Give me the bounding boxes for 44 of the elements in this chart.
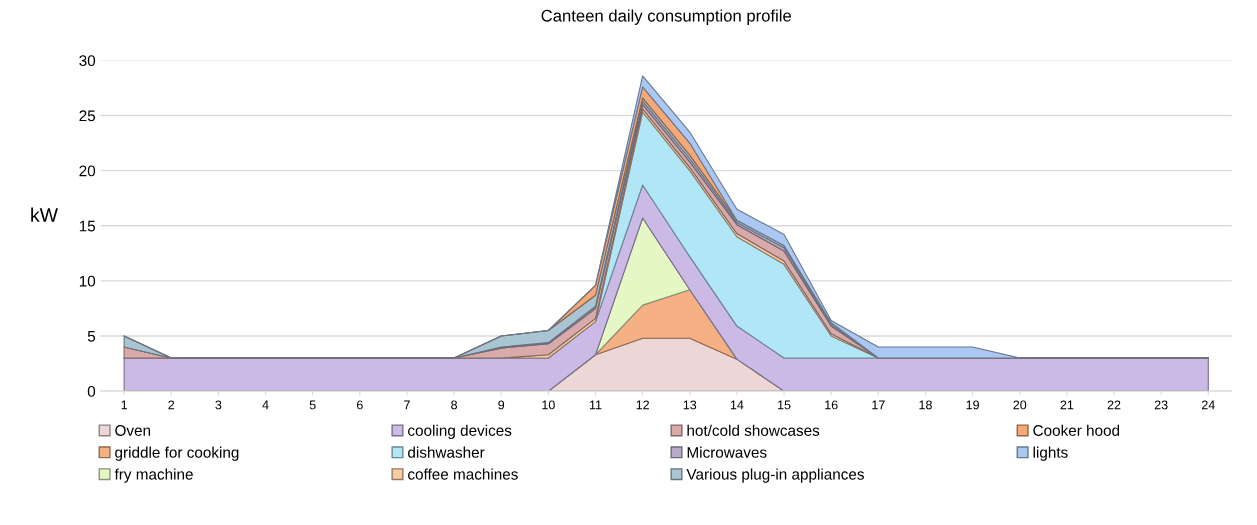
x-tick-label: 1 [121,400,127,410]
x-tick-label: 2 [168,400,175,410]
y-tick-label: 5 [87,331,96,342]
y-tick-label: 0 [87,385,96,397]
x-tick-label: 24 [1201,400,1215,410]
x-tick-label: 6 [356,400,363,410]
x-tick-label: 10 [542,400,555,410]
x-tick-label: 13 [683,400,697,410]
x-tick-label: 14 [730,400,744,410]
x-tick-label: 18 [919,400,932,410]
x-tick-label: 20 [1013,400,1027,410]
x-tick-label: 21 [1060,400,1074,410]
legend-label: hot/cold showcases [687,424,820,436]
legend-label: dishwasher [408,446,485,458]
legend-label: lights [1033,446,1068,461]
legend-label: Cooker hood [1033,424,1120,436]
legend-label: Microwaves [687,446,767,458]
chart-title: Canteen daily consumption profile [541,9,792,25]
x-tick-label: 15 [778,400,791,410]
legend-label: Oven [115,425,151,436]
x-tick-label: 7 [404,400,410,410]
y-tick-label: 10 [79,275,96,287]
legend-label: coffee machines [408,468,518,480]
x-tick-label: 11 [589,400,602,410]
x-tick-label: 16 [825,400,838,410]
x-tick-label: 22 [1107,400,1121,410]
legend-label: fry machine [114,468,193,483]
x-tick-label: 8 [451,400,458,410]
x-tick-label: 4 [262,400,269,410]
x-tick-label: 3 [215,400,222,410]
y-tick-label: 30 [79,55,96,67]
x-tick-label: 23 [1154,400,1168,410]
x-tick-label: 5 [309,400,316,410]
x-tick-label: 12 [636,400,649,410]
y-tick-label: 15 [79,220,96,232]
legend-label: griddle for cooking [115,446,239,461]
y-tick-label: 20 [79,165,96,177]
y-tick-label: 25 [79,110,96,122]
x-tick-label: 17 [872,400,885,410]
y-axis-title: kW [31,207,58,222]
x-tick-label: 9 [498,400,505,410]
legend-label: Various plug-in appliances [686,468,864,483]
x-tick-label: 19 [966,400,979,410]
legend-label: cooling devices [408,424,512,439]
